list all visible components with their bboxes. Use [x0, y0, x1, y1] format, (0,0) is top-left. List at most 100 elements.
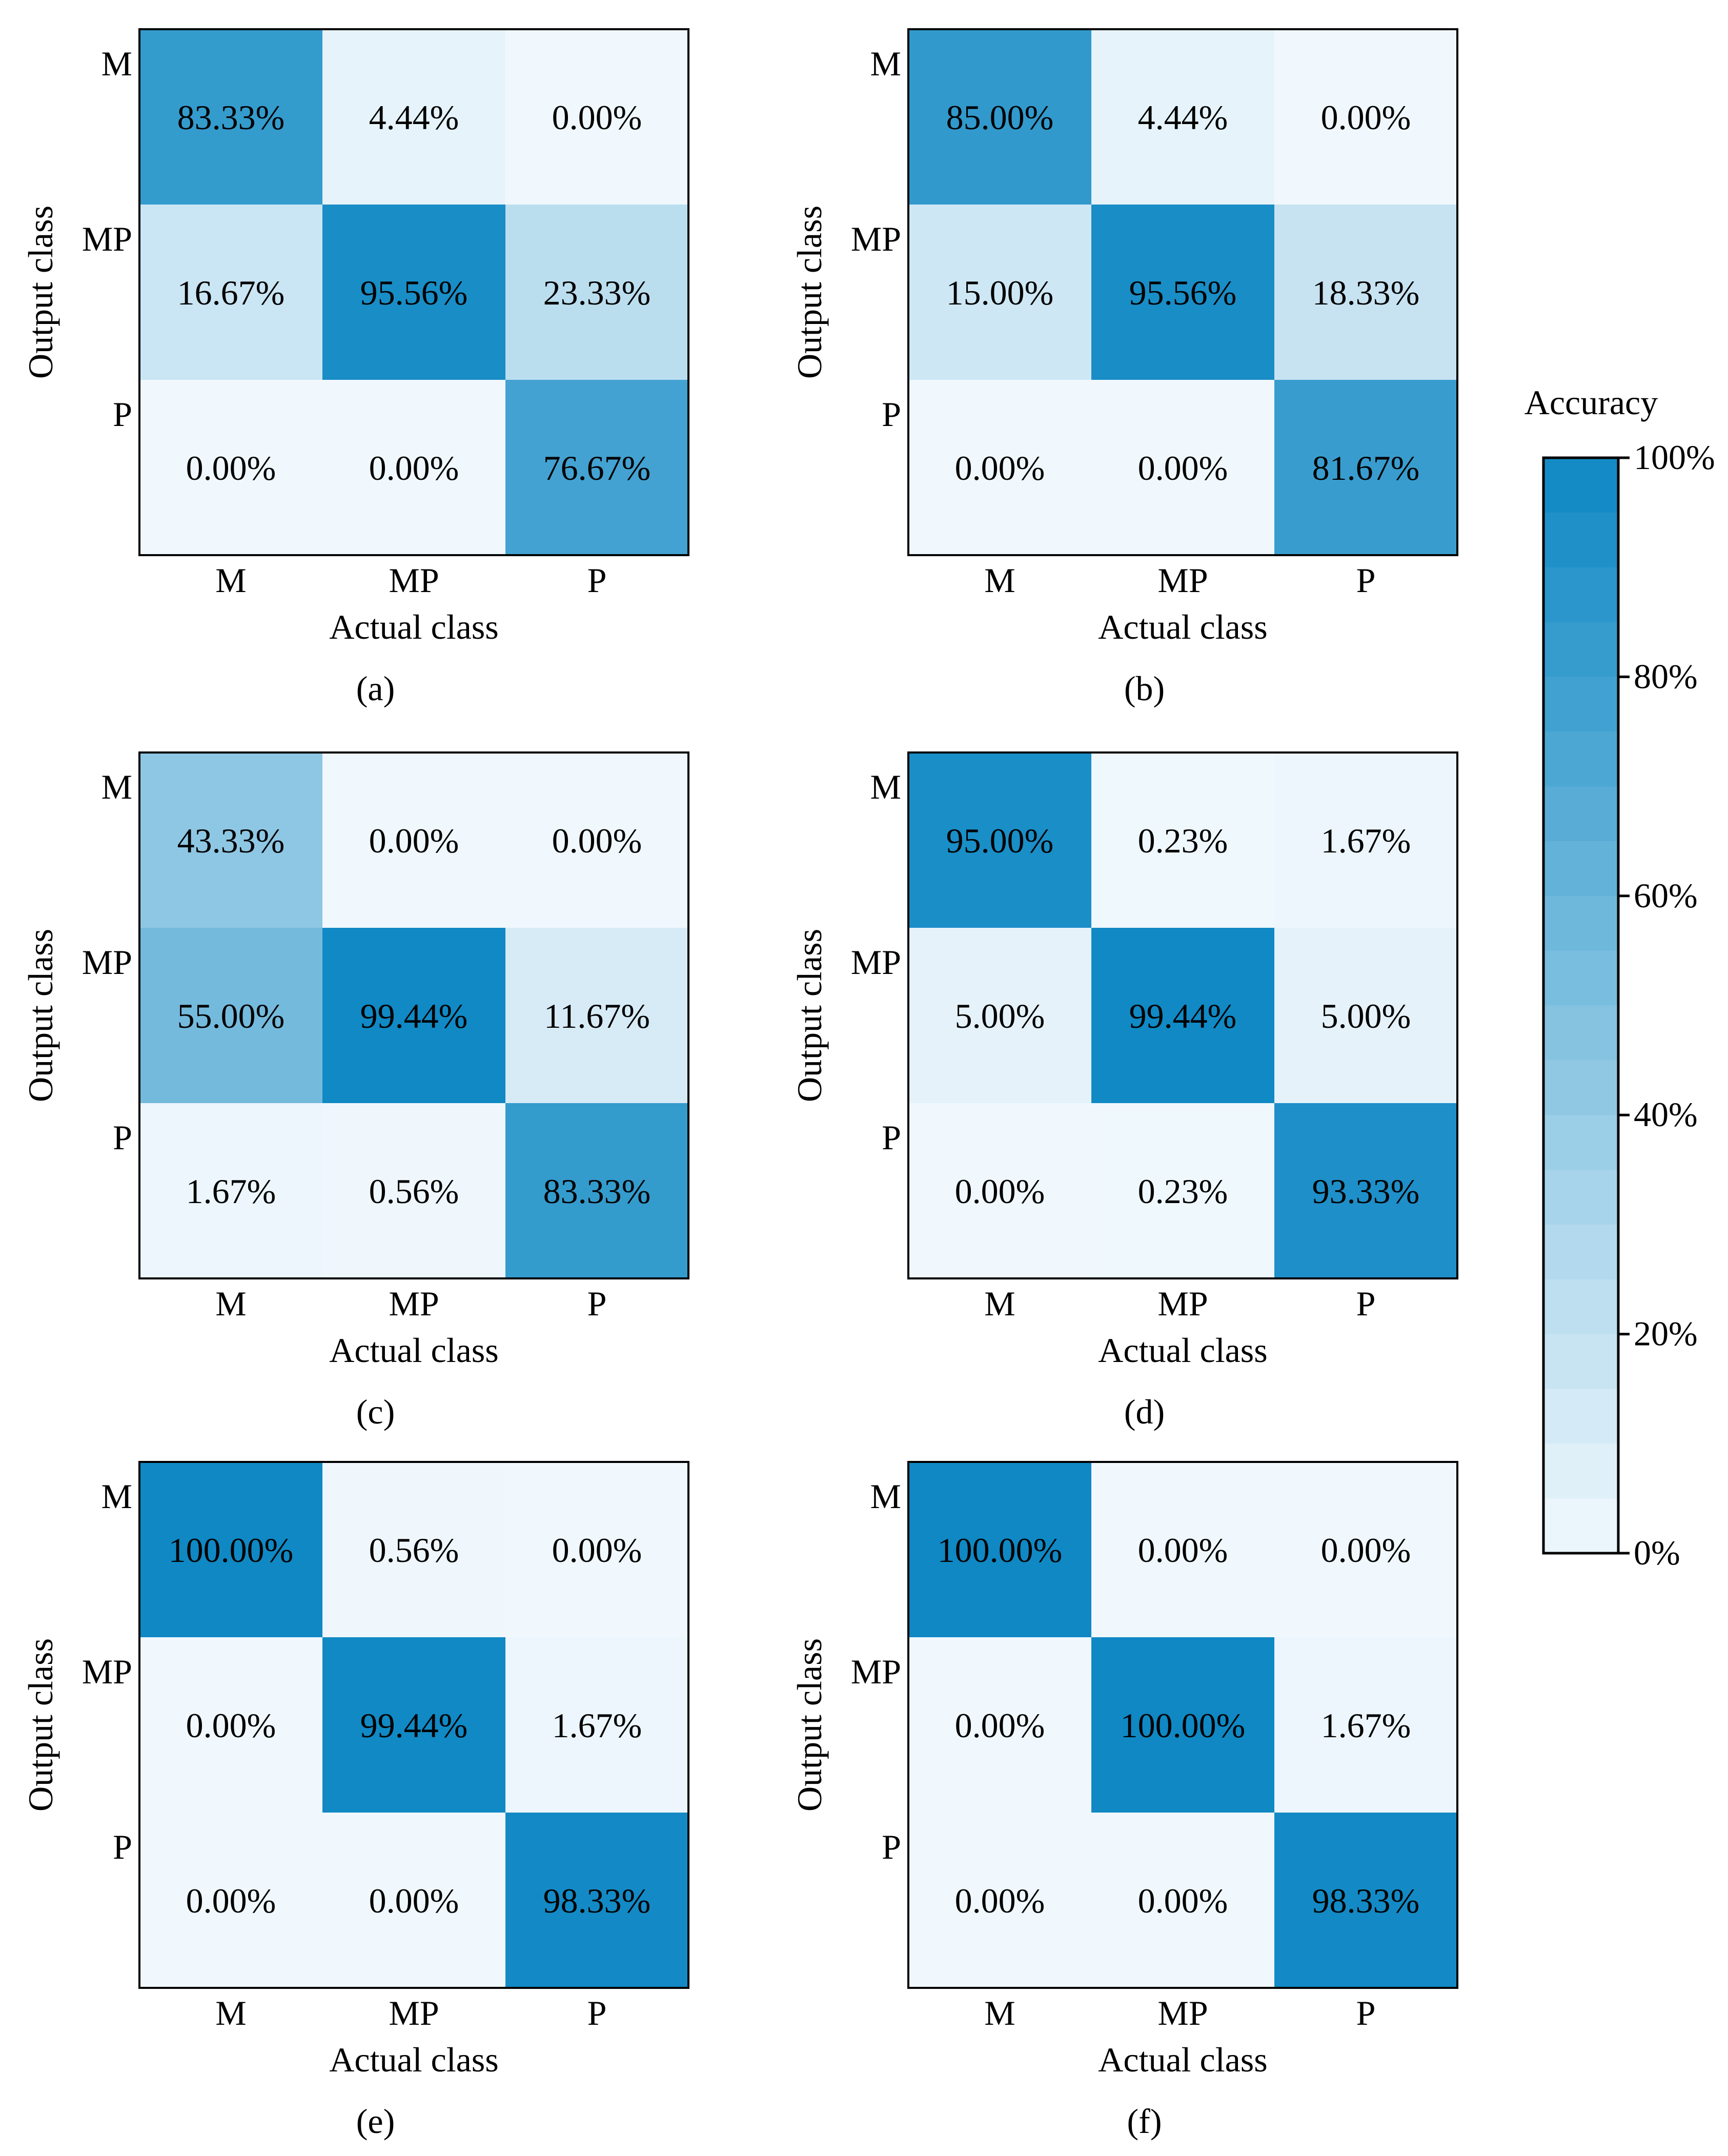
cell-value-label: 76.67% — [543, 449, 651, 487]
heatmap-cell — [505, 1103, 688, 1278]
heatmap-cell — [1091, 205, 1274, 380]
heatmap-cell — [908, 928, 1091, 1103]
heatmap-cell — [1274, 29, 1457, 205]
cell-value-label: 83.33% — [177, 98, 285, 137]
heatmap-panels: 83.33% 4.44% 0.00% 16.67% 95.56% 23.33% 0.00% 0… — [21, 28, 1458, 2141]
heatmap-cell — [1274, 752, 1457, 928]
heatmap-frame — [907, 751, 1458, 1279]
colorbar-segment — [1543, 1005, 1618, 1061]
heatmap-cell — [505, 1813, 688, 1988]
x-tick-label: M — [984, 1994, 1015, 2032]
heatmap-panel: 83.33% 4.44% 0.00% 16.67% 95.56% 23.33% 0.00% 0… — [21, 28, 689, 708]
colorbar-title: Accuracy — [1524, 383, 1658, 422]
panel-caption: (c) — [356, 1392, 395, 1431]
heatmap-cell — [908, 380, 1091, 555]
colorbar-tick-label: 40% — [1634, 1095, 1698, 1134]
heatmap-cell — [322, 1637, 505, 1813]
x-tick-label: MP — [1157, 1284, 1208, 1323]
colorbar-frame — [1542, 456, 1620, 1555]
cell-value-label: 0.00% — [369, 821, 459, 860]
colorbar-segment — [1543, 950, 1618, 1006]
heatmap-cell — [1091, 1103, 1274, 1278]
heatmap-cell — [1274, 928, 1457, 1103]
cell-value-label: 0.00% — [186, 1706, 276, 1745]
heatmap-cell — [908, 1813, 1091, 1988]
heatmap-cell — [139, 1462, 322, 1637]
colorbar-tick-label: 0% — [1634, 1533, 1680, 1572]
x-tick-label: MP — [389, 1994, 439, 2032]
heatmap-cell — [908, 1462, 1091, 1637]
cell-value-label: 1.67% — [552, 1706, 642, 1745]
colorbar-segment — [1543, 1060, 1618, 1115]
heatmap-cell — [322, 29, 505, 205]
heatmap-cell — [322, 1103, 505, 1278]
heatmap-cell — [505, 380, 688, 555]
cell-value-label: 95.56% — [1129, 273, 1237, 312]
heatmap-cell — [322, 928, 505, 1103]
x-tick-label: MP — [1157, 1994, 1208, 2032]
heatmap-panel: 100.00% 0.56% 0.00% 0.00% 99.44% 1.67% 0.00% 0.… — [21, 1461, 689, 2141]
heatmap-frame — [138, 1461, 689, 1989]
y-tick-label: M — [870, 767, 901, 806]
heatmap-frame — [907, 1461, 1458, 1989]
y-tick-label: P — [113, 395, 132, 434]
heatmap-panel: 85.00% 4.44% 0.00% 15.00% 95.56% 18.33% 0.00% 0… — [790, 28, 1458, 708]
cell-value-label: 99.44% — [360, 996, 468, 1035]
panel-caption: (b) — [1124, 669, 1165, 708]
cell-value-label: 100.00% — [169, 1531, 294, 1570]
x-tick-label: MP — [389, 561, 439, 600]
cell-value-label: 99.44% — [360, 1706, 468, 1745]
heatmap-panel: 100.00% 0.00% 0.00% 0.00% 100.00% 1.67% 0.00% 0… — [790, 1461, 1458, 2141]
y-axis-label: Output class — [21, 206, 60, 379]
cell-value-label: 95.56% — [360, 273, 468, 312]
colorbar-tick-label: 80% — [1634, 657, 1698, 696]
heatmap-cell — [1274, 205, 1457, 380]
heatmap-cell — [1091, 380, 1274, 555]
y-tick-label: MP — [851, 1652, 901, 1691]
heatmap-cell — [139, 1813, 322, 1988]
cell-value-label: 0.00% — [552, 98, 642, 137]
colorbar-segment — [1543, 677, 1618, 732]
x-tick-label: M — [215, 561, 246, 600]
cell-value-label: 100.00% — [1121, 1706, 1246, 1745]
cell-value-label: 15.00% — [946, 273, 1054, 312]
cell-value-label: 4.44% — [1138, 98, 1228, 137]
heatmap-cell — [908, 1103, 1091, 1278]
colorbar-segment — [1543, 1224, 1618, 1280]
heatmap-cell — [322, 1813, 505, 1988]
y-tick-label: MP — [82, 1652, 132, 1691]
heatmap-cell — [139, 1103, 322, 1278]
heatmap-frame — [138, 751, 689, 1279]
colorbar-segment — [1543, 841, 1618, 897]
x-tick-label: P — [587, 1284, 607, 1323]
cell-value-label: 5.00% — [1321, 996, 1411, 1035]
cell-value-label: 55.00% — [177, 996, 285, 1035]
heatmap-cell — [505, 29, 688, 205]
heatmap-cell — [1091, 752, 1274, 928]
x-tick-label: M — [215, 1994, 246, 2032]
cell-value-label: 0.00% — [1321, 98, 1411, 137]
cell-value-label: 5.00% — [955, 996, 1045, 1035]
x-tick-label: P — [1356, 1284, 1376, 1323]
x-tick-label: MP — [389, 1284, 439, 1323]
y-tick-label: P — [882, 395, 901, 434]
y-axis-label: Output class — [21, 1638, 60, 1812]
colorbar-segment — [1543, 1498, 1618, 1554]
cell-value-label: 98.33% — [1312, 1881, 1420, 1920]
cell-value-label: 16.67% — [177, 273, 285, 312]
cell-value-label: 0.00% — [955, 1706, 1045, 1745]
x-tick-label: P — [1356, 1994, 1376, 2032]
x-axis-label: Actual class — [1098, 1331, 1267, 1370]
cell-value-label: 0.56% — [369, 1531, 459, 1570]
cell-value-label: 0.00% — [955, 1172, 1045, 1211]
cell-value-label: 0.00% — [1138, 1881, 1228, 1920]
colorbar-segment — [1543, 622, 1618, 677]
panel-caption: (a) — [356, 669, 395, 708]
cell-value-label: 0.23% — [1138, 1172, 1228, 1211]
heatmap-cell — [908, 29, 1091, 205]
colorbar-segment — [1543, 896, 1618, 951]
x-axis-label: Actual class — [1098, 2040, 1267, 2079]
heatmap-cell — [139, 1637, 322, 1813]
x-tick-label: M — [984, 561, 1015, 600]
cell-value-label: 0.56% — [369, 1172, 459, 1211]
